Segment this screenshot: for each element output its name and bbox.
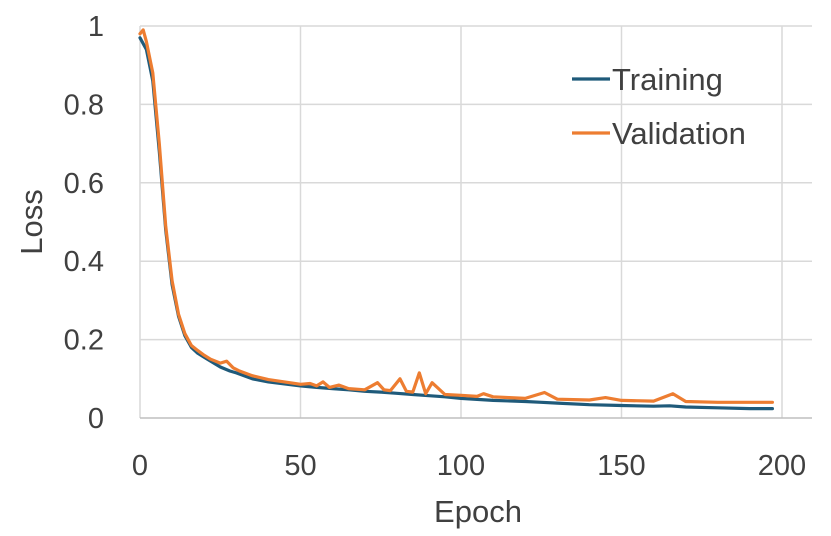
series-lines <box>138 28 775 411</box>
x-tick-label: 50 <box>284 450 316 482</box>
y-tick-label: 1 <box>88 11 104 43</box>
legend: Training Validation <box>572 62 746 151</box>
y-tick-label: 0.6 <box>64 168 104 200</box>
axes <box>139 26 812 419</box>
y-axis-title: Loss <box>14 189 49 254</box>
y-tick-label: 0.2 <box>64 325 104 357</box>
x-tick-label: 0 <box>132 450 148 482</box>
grid-lines <box>140 25 812 418</box>
x-axis-title: Epoch <box>434 494 522 529</box>
y-tick-label: 0.4 <box>64 246 104 278</box>
series-line-validation <box>138 28 775 404</box>
legend-label-validation: Validation <box>612 116 746 151</box>
x-tick-label: 150 <box>597 450 645 482</box>
y-tick-label: 0.8 <box>64 89 104 121</box>
y-tick-label: 0 <box>88 403 104 435</box>
legend-label-training: Training <box>612 62 723 97</box>
x-tick-label: 200 <box>758 450 806 482</box>
x-tick-label: 100 <box>437 450 485 482</box>
tick-labels: 0 0.2 0.4 0.6 0.8 1 0 50 100 150 200 <box>64 11 807 482</box>
